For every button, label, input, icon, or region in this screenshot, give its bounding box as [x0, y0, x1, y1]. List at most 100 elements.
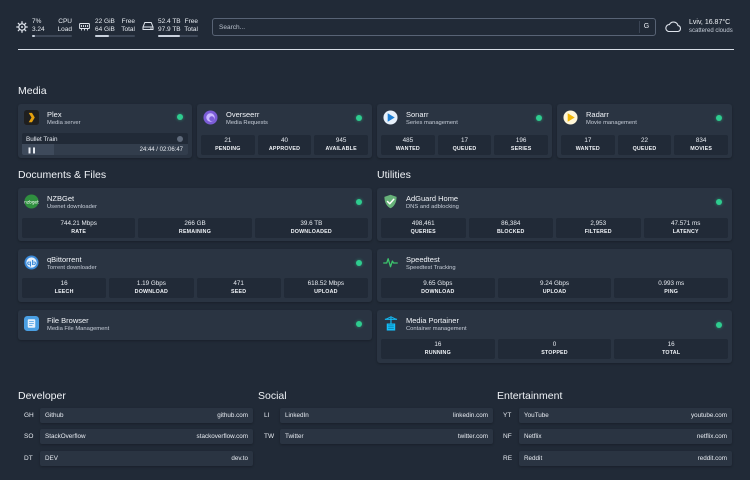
bookmark-dev[interactable]: DEV dev.to [40, 451, 253, 466]
filebrowser-card[interactable]: File Browser Media File Management [18, 310, 372, 340]
playback-status-icon [177, 136, 183, 142]
bookmark-stackoverflow[interactable]: StackOverflow stackoverflow.com [40, 429, 253, 444]
stat-label: WANTED [575, 146, 600, 152]
stat-label: DOWNLOAD [421, 289, 455, 295]
stat-label: MOVIES [690, 146, 713, 152]
qbittorrent-card[interactable]: qb qBittorrent Torrent downloader 16 LEEC… [18, 249, 372, 302]
stat-queries: 498,461 QUERIES [381, 218, 466, 238]
qbittorrent-icon: qb [24, 255, 39, 270]
app-name: AdGuard Home [406, 194, 459, 203]
stat-label: QUEUED [632, 146, 657, 152]
portainer-card[interactable]: Media Portainer Container management 16 R… [377, 310, 732, 363]
status-online-indicator [716, 199, 722, 205]
stat-download: 1.19 Gbps DOWNLOAD [109, 278, 194, 298]
adguard-shield-icon [384, 194, 397, 209]
app-description: Media Requests [226, 120, 268, 126]
plex-card[interactable]: Plex Media server Bullet Train ❚❚ 24:44 … [18, 104, 192, 158]
bookmark-abbr: TW [264, 433, 275, 440]
stat-value: 0 [552, 341, 557, 348]
stat-value: 618.52 Mbps [307, 280, 345, 287]
nzbget-card[interactable]: nzbget NZBGet Usenet downloader 744.21 M… [18, 188, 372, 241]
overseerr-card[interactable]: Overseerr Media Requests 21 PENDING 40 APP… [197, 104, 372, 158]
bookmark-youtube[interactable]: YouTube youtube.com [519, 408, 732, 423]
bookmark-netflix[interactable]: Netflix netflix.com [519, 429, 732, 444]
radarr-card[interactable]: Radarr Movie management 17 WANTED 22 QUEUE… [557, 104, 732, 158]
stat-downloaded: 39.6 TB DOWNLOADED [254, 218, 368, 238]
stat-value: 40 [281, 137, 289, 144]
bookmark-reddit[interactable]: Reddit reddit.com [519, 451, 732, 466]
disk-total: 97.9 TB [158, 26, 181, 33]
app-description: Speedtest Tracking [406, 265, 456, 271]
speedtest-pulse-icon [383, 258, 398, 268]
stat-label: BLOCKED [496, 229, 525, 235]
stat-label: STOPPED [541, 350, 568, 356]
app-name: File Browser [47, 316, 89, 325]
stat-value: 9.65 Gbps [423, 280, 453, 287]
stat-label: UPLOAD [542, 289, 567, 295]
documents-heading: Documents & Files [18, 169, 107, 181]
search-input[interactable] [219, 20, 629, 35]
pause-icon[interactable]: ❚❚ [27, 148, 37, 154]
stat-value: 17 [461, 137, 469, 144]
stat-label: FILTERED [584, 229, 612, 235]
search-engine-button[interactable]: G [639, 21, 653, 33]
bookmark-name: Twitter [285, 433, 304, 440]
stat-label: APPROVED [268, 146, 301, 152]
stat-value: 498,461 [411, 220, 435, 227]
stat-label: LEECH [54, 289, 74, 295]
entertainment-heading: Entertainment [497, 390, 563, 402]
sonarr-stats: 485 WANTED 17 QUEUED 196 SERIES [381, 135, 549, 155]
stat-running: 16 RUNNING [381, 339, 495, 359]
stat-label: SEED [231, 289, 247, 295]
now-playing[interactable]: Bullet Train ❚❚ 24:44 / 02:06:47 [22, 133, 188, 155]
stat-label: PING [664, 289, 679, 295]
app-name: NZBGet [47, 194, 75, 203]
stat-blocked: 86,384 BLOCKED [468, 218, 553, 238]
stat-label: AVAILABLE [325, 146, 357, 152]
stat-label: QUERIES [410, 229, 436, 235]
bookmark-linkedin[interactable]: LinkedIn linkedin.com [280, 408, 493, 423]
speedtest-card[interactable]: Speedtest Speedtest Tracking 9.65 Gbps DO… [377, 249, 732, 302]
stat-value: 744.21 Mbps [60, 220, 97, 227]
bookmark-url: twitter.com [457, 433, 488, 440]
adguard-stats: 498,461 QUERIES 86,384 BLOCKED 2,953 FILTER… [381, 218, 728, 238]
stat-label: LATENCY [672, 229, 699, 235]
qbittorrent-stats: 16 LEECH 1.19 Gbps DOWNLOAD 471 SEED 618.52… [22, 278, 368, 298]
bookmark-github[interactable]: Github github.com [40, 408, 253, 423]
stat-value: 16 [667, 341, 675, 348]
weather-condition: scattered clouds [689, 28, 733, 34]
stat-movies: 834 MOVIES [674, 135, 729, 155]
bookmark-url: dev.to [231, 455, 248, 462]
overseerr-stats: 21 PENDING 40 APPROVED 945 AVAILABLE [201, 135, 369, 155]
bookmark-url: reddit.com [697, 455, 727, 462]
disk-icon [142, 22, 154, 30]
app-description: Media server [47, 120, 81, 126]
stat-label: RATE [71, 229, 87, 235]
stat-label: REMAINING [178, 229, 212, 235]
sonarr-card[interactable]: Sonarr Series management 485 WANTED 17 QUE… [377, 104, 552, 158]
stat-stopped: 0 STOPPED [497, 339, 612, 359]
social-heading: Social [258, 390, 287, 402]
stat-value: 266 GB [184, 220, 206, 227]
bookmark-abbr: GH [24, 412, 34, 419]
stat-value: 1.19 Gbps [136, 280, 166, 287]
disk-bar-fill [158, 35, 180, 37]
nzbget-icon: nzbget [24, 194, 39, 209]
app-description: Movie management [586, 120, 637, 126]
memory-used: 22 GiB [95, 18, 115, 25]
stat-rate: 744.21 Mbps RATE [22, 218, 136, 238]
bookmark-name: YouTube [524, 412, 549, 419]
cpu-load-label: Load [57, 26, 72, 33]
playback-progress-bar[interactable] [22, 144, 188, 155]
bookmark-twitter[interactable]: Twitter twitter.com [280, 429, 493, 444]
bookmark-abbr: RE [503, 455, 513, 462]
stat-upload: 9.24 Gbps UPLOAD [497, 278, 612, 298]
bookmark-url: youtube.com [690, 412, 727, 419]
stat-value: 9.24 Gbps [539, 280, 570, 287]
disk-used: 52.4 TB [158, 18, 181, 25]
stat-value: 47.571 ms [671, 220, 701, 227]
adguard-card[interactable]: AdGuard Home DNS and adblocking 498,461 Q… [377, 188, 732, 241]
bookmark-name: Github [45, 412, 64, 419]
app-description: Media File Management [47, 326, 110, 332]
app-description: Usenet downloader [47, 204, 97, 210]
